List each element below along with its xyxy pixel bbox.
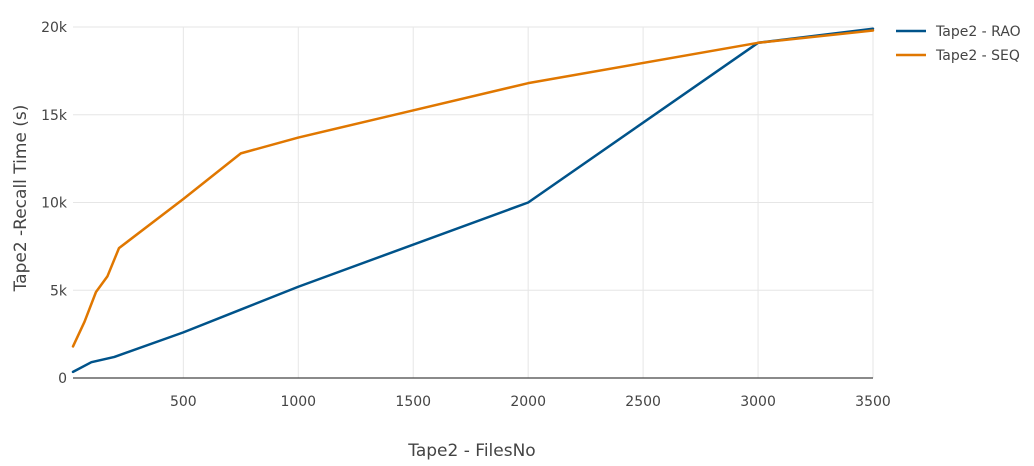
y-tick-label: 5k — [50, 283, 68, 299]
y-axis-ticks: 0 5k 10k 15k 20k — [41, 20, 68, 387]
x-tick-label: 2500 — [625, 394, 661, 410]
x-tick-label: 500 — [170, 394, 197, 410]
y-axis-title: Tape2 -Recall Time (s) — [11, 105, 31, 293]
x-tick-label: 1500 — [395, 394, 431, 410]
x-tick-label: 2000 — [510, 394, 546, 410]
grid — [73, 26, 874, 379]
series-lines — [71, 27, 875, 374]
y-tick-label: 0 — [58, 371, 67, 387]
x-tick-label: 3500 — [855, 394, 891, 410]
legend-label: Tape2 - RAO — [935, 24, 1021, 40]
y-tick-label: 10k — [41, 196, 68, 212]
x-tick-label: 1000 — [280, 394, 316, 410]
legend: Tape2 - RAO Tape2 - SEQ — [896, 24, 1021, 64]
legend-label: Tape2 - SEQ — [935, 48, 1020, 64]
y-tick-label: 15k — [41, 108, 68, 124]
x-axis-title: Tape2 - FilesNo — [407, 441, 535, 461]
y-tick-label: 20k — [41, 20, 68, 36]
series-line-rao — [71, 27, 875, 374]
x-axis-ticks: 500 1000 1500 2000 2500 3000 3500 — [170, 394, 891, 410]
series-line-seq — [71, 29, 875, 348]
x-tick-label: 3000 — [740, 394, 776, 410]
